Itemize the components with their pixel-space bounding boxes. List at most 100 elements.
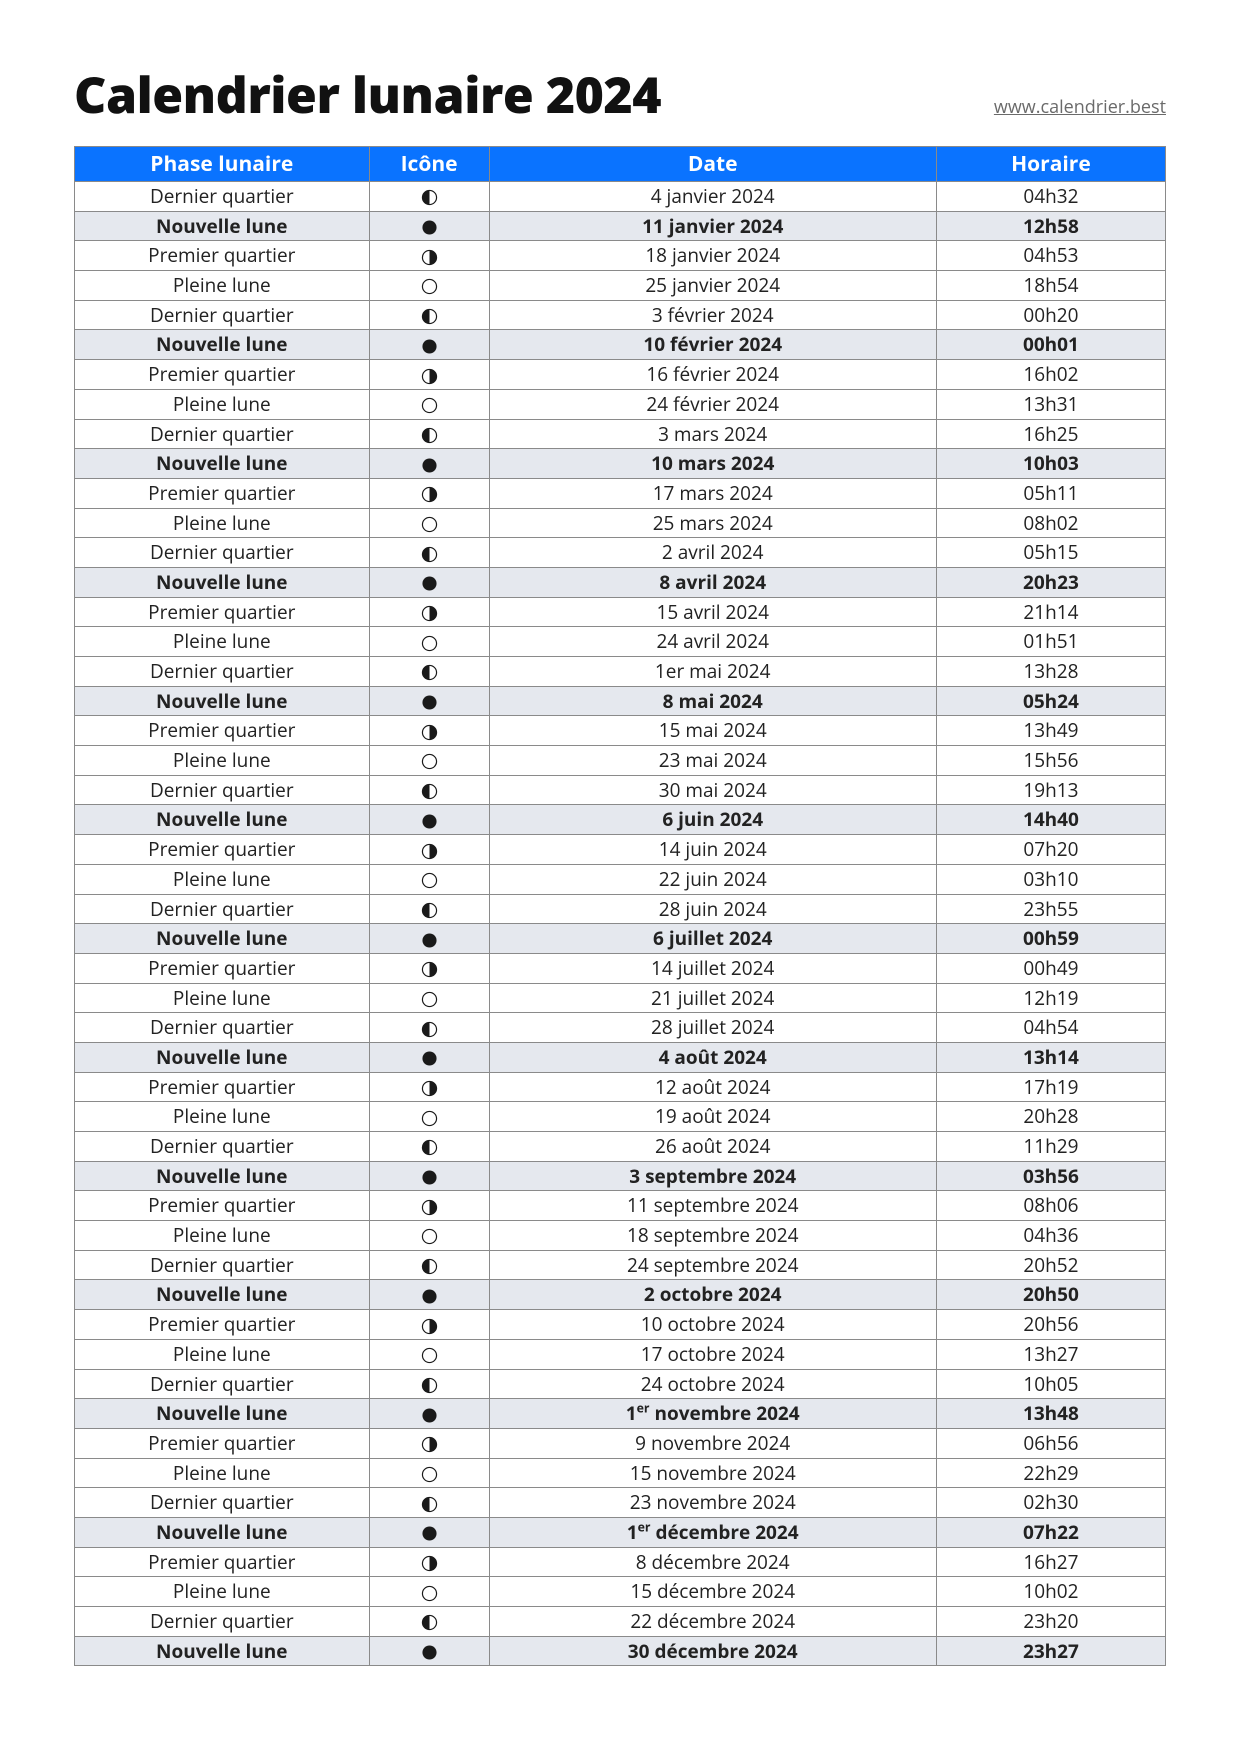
cell-phase: Pleine lune bbox=[75, 1339, 370, 1369]
cell-phase: Dernier quartier bbox=[75, 1488, 370, 1518]
cell-phase: Pleine lune bbox=[75, 389, 370, 419]
table-row: Nouvelle lune1er novembre 202413h48 bbox=[75, 1399, 1166, 1429]
table-row: Pleine lune23 mai 202415h56 bbox=[75, 746, 1166, 776]
cell-date: 15 novembre 2024 bbox=[489, 1458, 936, 1488]
table-row: Nouvelle lune1er décembre 202407h22 bbox=[75, 1517, 1166, 1547]
cell-time: 13h27 bbox=[936, 1339, 1165, 1369]
moon-phase-icon bbox=[369, 1013, 489, 1043]
moon-phase-icon bbox=[369, 1607, 489, 1637]
cell-date: 17 mars 2024 bbox=[489, 478, 936, 508]
cell-time: 00h49 bbox=[936, 953, 1165, 983]
table-row: Premier quartier17 mars 202405h11 bbox=[75, 478, 1166, 508]
cell-time: 17h19 bbox=[936, 1072, 1165, 1102]
cell-time: 14h40 bbox=[936, 805, 1165, 835]
cell-date: 15 avril 2024 bbox=[489, 597, 936, 627]
cell-phase: Nouvelle lune bbox=[75, 1161, 370, 1191]
page-header: Calendrier lunaire 2024 www.calendrier.b… bbox=[74, 60, 1166, 128]
cell-time: 22h29 bbox=[936, 1458, 1165, 1488]
cell-phase: Premier quartier bbox=[75, 1191, 370, 1221]
table-row: Dernier quartier4 janvier 202404h32 bbox=[75, 182, 1166, 212]
moon-phase-icon bbox=[369, 538, 489, 568]
moon-phase-icon bbox=[369, 389, 489, 419]
cell-phase: Premier quartier bbox=[75, 597, 370, 627]
table-row: Premier quartier14 juillet 202400h49 bbox=[75, 953, 1166, 983]
cell-phase: Pleine lune bbox=[75, 1221, 370, 1251]
moon-phase-icon bbox=[369, 1250, 489, 1280]
cell-phase: Nouvelle lune bbox=[75, 924, 370, 954]
table-row: Dernier quartier24 septembre 202420h52 bbox=[75, 1250, 1166, 1280]
cell-phase: Dernier quartier bbox=[75, 419, 370, 449]
cell-date: 3 mars 2024 bbox=[489, 419, 936, 449]
site-link[interactable]: www.calendrier.best bbox=[994, 95, 1166, 125]
cell-phase: Nouvelle lune bbox=[75, 1280, 370, 1310]
cell-phase: Dernier quartier bbox=[75, 1013, 370, 1043]
moon-phase-icon bbox=[369, 1517, 489, 1547]
table-row: Pleine lune24 février 202413h31 bbox=[75, 389, 1166, 419]
cell-phase: Nouvelle lune bbox=[75, 211, 370, 241]
table-row: Dernier quartier 28 juillet 202404h54 bbox=[75, 1013, 1166, 1043]
cell-date: 2 octobre 2024 bbox=[489, 1280, 936, 1310]
table-body: Dernier quartier4 janvier 202404h32Nouve… bbox=[75, 182, 1166, 1666]
table-row: Nouvelle lune11 janvier 202412h58 bbox=[75, 211, 1166, 241]
cell-date: 28 juin 2024 bbox=[489, 894, 936, 924]
cell-date: 28 juillet 2024 bbox=[489, 1013, 936, 1043]
moon-phase-icon bbox=[369, 182, 489, 212]
cell-phase: Pleine lune bbox=[75, 983, 370, 1013]
moon-phase-icon bbox=[369, 1191, 489, 1221]
cell-phase: Pleine lune bbox=[75, 1102, 370, 1132]
cell-phase: Nouvelle lune bbox=[75, 1399, 370, 1429]
cell-phase: Dernier quartier bbox=[75, 182, 370, 212]
cell-date: 26 août 2024 bbox=[489, 1132, 936, 1162]
table-row: Pleine lune15 novembre 202422h29 bbox=[75, 1458, 1166, 1488]
cell-date: 12 août 2024 bbox=[489, 1072, 936, 1102]
moon-phase-icon bbox=[369, 657, 489, 687]
table-row: Premier quartier16 février 202416h02 bbox=[75, 360, 1166, 390]
moon-phase-icon bbox=[369, 478, 489, 508]
cell-phase: Nouvelle lune bbox=[75, 449, 370, 479]
cell-time: 13h14 bbox=[936, 1042, 1165, 1072]
cell-phase: Pleine lune bbox=[75, 864, 370, 894]
cell-phase: Pleine lune bbox=[75, 746, 370, 776]
cell-time: 13h48 bbox=[936, 1399, 1165, 1429]
cell-date: 10 octobre 2024 bbox=[489, 1310, 936, 1340]
table-row: Premier quartier9 novembre 202406h56 bbox=[75, 1428, 1166, 1458]
cell-date: 24 octobre 2024 bbox=[489, 1369, 936, 1399]
table-row: Nouvelle lune10 février 202400h01 bbox=[75, 330, 1166, 360]
moon-phase-icon bbox=[369, 746, 489, 776]
moon-phase-icon bbox=[369, 1280, 489, 1310]
moon-phase-icon bbox=[369, 330, 489, 360]
table-row: Premier quartier10 octobre 202420h56 bbox=[75, 1310, 1166, 1340]
cell-date: 2 avril 2024 bbox=[489, 538, 936, 568]
table-row: Premier quartier12 août 202417h19 bbox=[75, 1072, 1166, 1102]
cell-date: 8 avril 2024 bbox=[489, 567, 936, 597]
table-row: Dernier quartier22 décembre 202423h20 bbox=[75, 1607, 1166, 1637]
cell-time: 10h03 bbox=[936, 449, 1165, 479]
col-date: Date bbox=[489, 147, 936, 182]
cell-phase: Dernier quartier bbox=[75, 538, 370, 568]
cell-phase: Pleine lune bbox=[75, 1577, 370, 1607]
cell-time: 00h59 bbox=[936, 924, 1165, 954]
cell-phase: Nouvelle lune bbox=[75, 1042, 370, 1072]
cell-phase: Premier quartier bbox=[75, 953, 370, 983]
moon-phase-icon bbox=[369, 805, 489, 835]
cell-time: 02h30 bbox=[936, 1488, 1165, 1518]
cell-time: 20h28 bbox=[936, 1102, 1165, 1132]
moon-phase-icon bbox=[369, 627, 489, 657]
cell-phase: Premier quartier bbox=[75, 716, 370, 746]
table-row: Dernier quartier2 avril 202405h15 bbox=[75, 538, 1166, 568]
cell-phase: Nouvelle lune bbox=[75, 1517, 370, 1547]
moon-phase-icon bbox=[369, 1636, 489, 1666]
moon-phase-icon bbox=[369, 360, 489, 390]
moon-phase-icon bbox=[369, 1399, 489, 1429]
moon-phase-icon bbox=[369, 1458, 489, 1488]
cell-time: 04h54 bbox=[936, 1013, 1165, 1043]
moon-phase-icon bbox=[369, 211, 489, 241]
moon-phase-icon bbox=[369, 983, 489, 1013]
cell-date: 30 décembre 2024 bbox=[489, 1636, 936, 1666]
moon-phase-icon bbox=[369, 1310, 489, 1340]
table-row: Nouvelle lune10 mars 202410h03 bbox=[75, 449, 1166, 479]
cell-date: 25 janvier 2024 bbox=[489, 271, 936, 301]
table-row: Dernier quartier3 février 202400h20 bbox=[75, 300, 1166, 330]
cell-phase: Dernier quartier bbox=[75, 1250, 370, 1280]
moon-phase-icon bbox=[369, 775, 489, 805]
